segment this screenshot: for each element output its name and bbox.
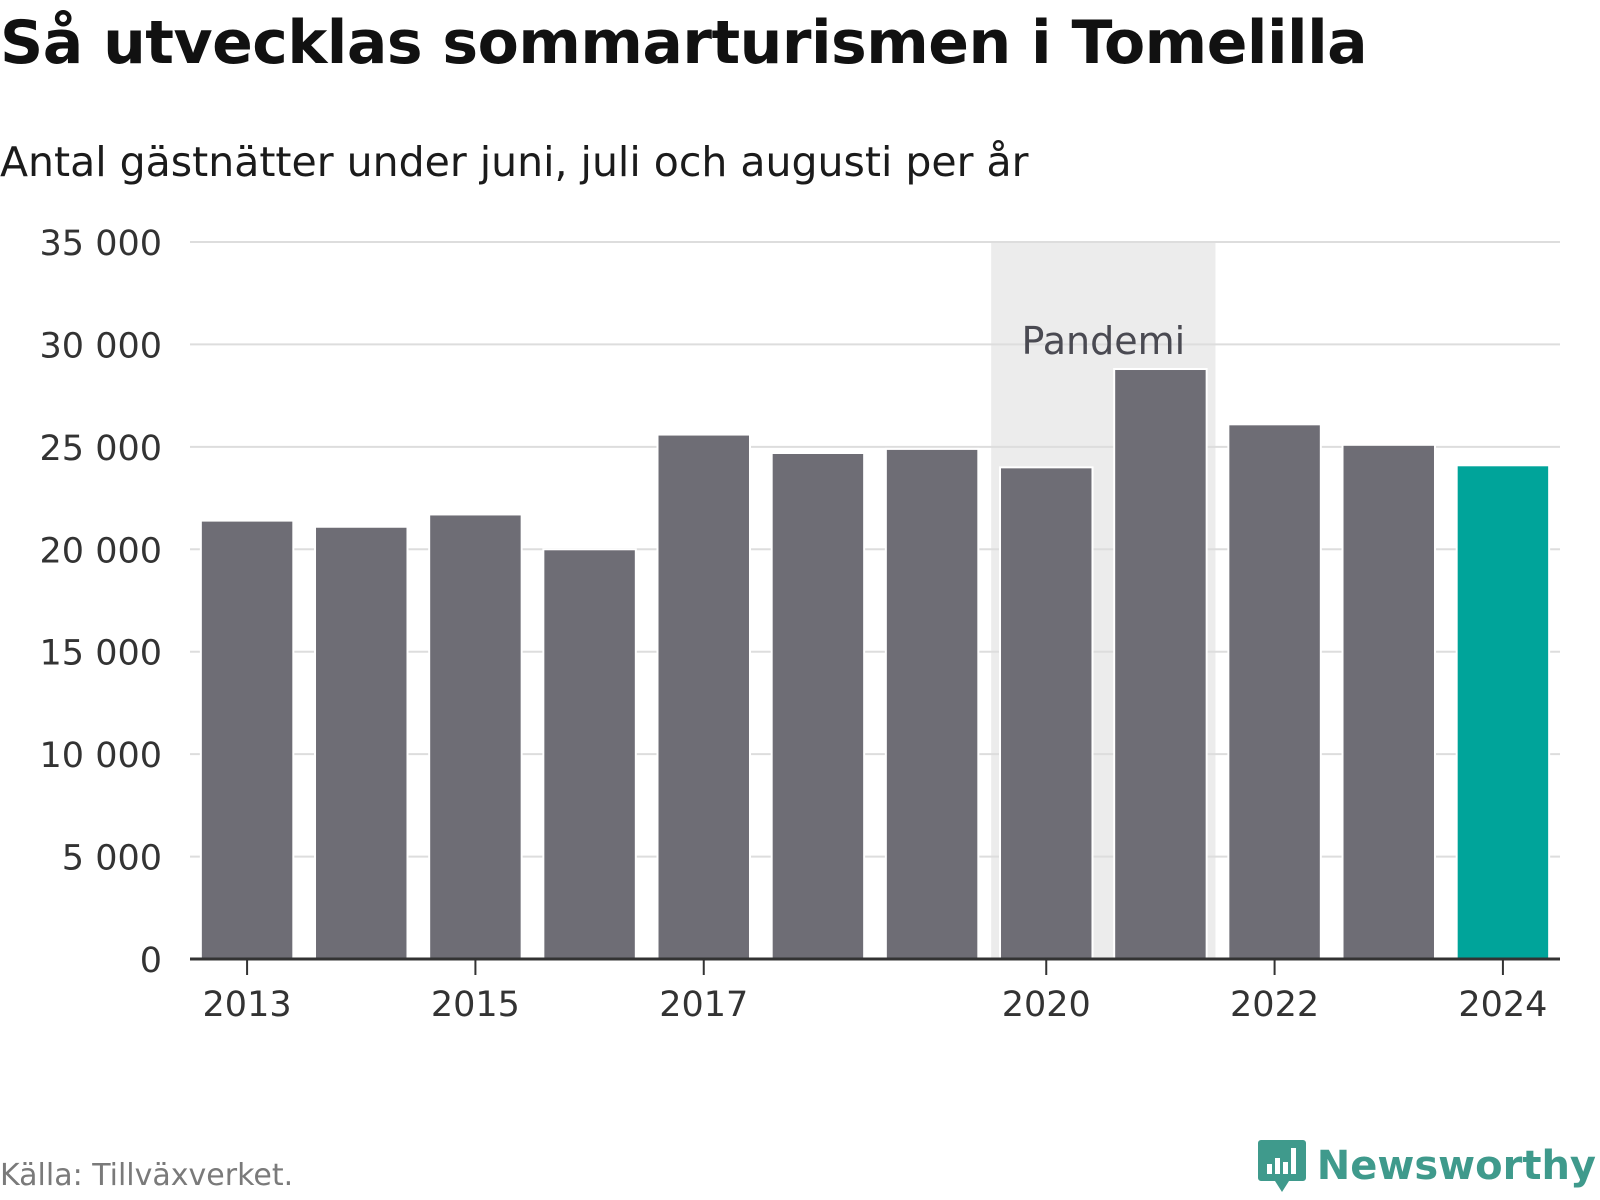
y-tick-label: 15 000 [40, 634, 162, 674]
x-tick-label: 2022 [1230, 985, 1319, 1025]
bar-2020 [999, 466, 1094, 960]
bar-layer [199, 368, 1551, 961]
x-tick-label: 2017 [659, 985, 748, 1025]
brand-name: Newsworthy [1316, 1143, 1596, 1189]
annotation-label: Pandemi [1022, 319, 1186, 363]
bar-2014 [314, 525, 409, 960]
x-tick-label: 2013 [203, 985, 292, 1025]
source-note: Källa: Tillväxverket. [0, 1158, 294, 1193]
y-tick-label: 30 000 [40, 326, 162, 366]
x-tick-label: 2024 [1458, 985, 1547, 1025]
y-tick-label: 35 000 [40, 224, 162, 264]
x-tick-label: 2015 [431, 985, 520, 1025]
y-tick-label: 5 000 [62, 839, 162, 879]
bar-2024 [1455, 464, 1551, 960]
brand-logo: Newsworthy [1257, 1138, 1596, 1194]
y-tick-label: 25 000 [40, 429, 162, 469]
bar-chart: Pandemi 0 5 000 10 000 15 000 20 000 25 000 30 … [40, 224, 1560, 1025]
label-layer: Pandemi 0 5 000 10 000 15 000 20 000 25 000 30 … [40, 224, 1548, 1025]
y-tick-label: 0 [140, 941, 162, 981]
chart-title: Så utvecklas sommarturismen i Tomelilla [0, 8, 1368, 78]
bar-2022 [1227, 423, 1322, 960]
newsworthy-logo-icon [1257, 1140, 1306, 1192]
y-tick-label: 10 000 [40, 736, 162, 776]
bar-2016 [542, 548, 637, 960]
x-tick-label: 2020 [1002, 985, 1091, 1025]
bar-2017 [656, 433, 751, 960]
bar-2021 [1113, 368, 1208, 960]
bar-2019 [884, 447, 980, 960]
bar-2015 [428, 513, 523, 961]
axis-layer [190, 957, 1560, 975]
bar-2018 [770, 452, 866, 960]
gridline-layer [190, 241, 1560, 858]
chart-subtitle: Antal gästnätter under juni, juli och au… [0, 138, 1029, 186]
bar-2013 [199, 519, 295, 960]
y-tick-label: 20 000 [40, 531, 162, 571]
bar-2023 [1341, 443, 1436, 960]
